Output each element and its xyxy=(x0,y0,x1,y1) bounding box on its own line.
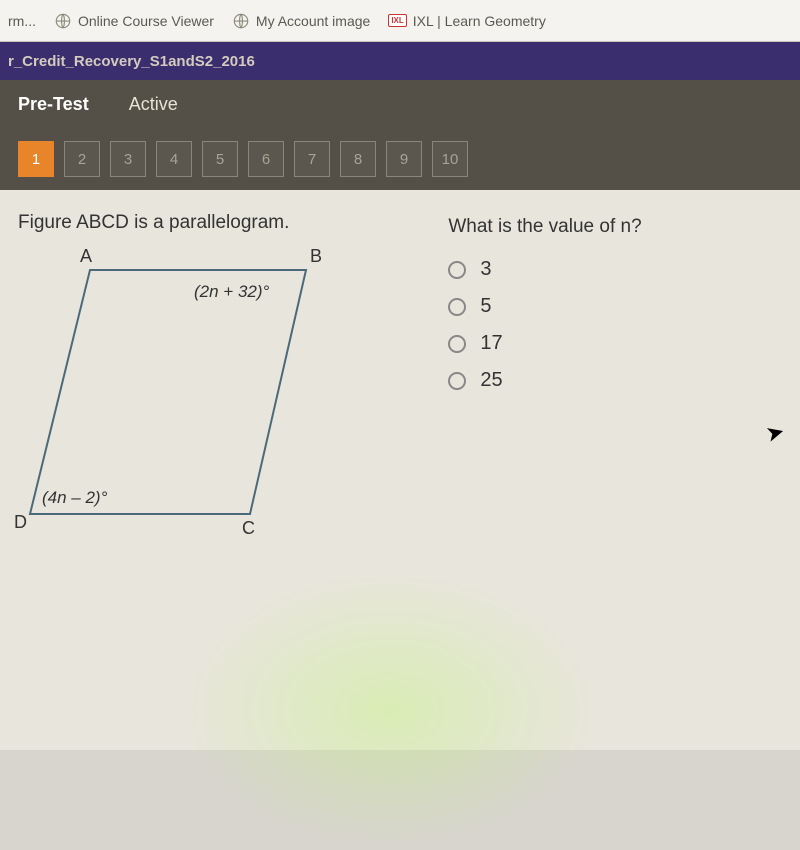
radio-icon xyxy=(448,261,466,279)
tab-bar: r_Credit_Recovery_S1andS2_2016 xyxy=(0,42,800,80)
bookmark-label: Online Course Viewer xyxy=(78,13,214,29)
question-number-button[interactable]: 7 xyxy=(294,141,330,177)
question-number-button[interactable]: 1 xyxy=(18,141,54,177)
bookmark-item[interactable]: My Account image xyxy=(232,12,370,30)
vertex-b-label: B xyxy=(310,246,322,267)
parallelogram-diagram: A B C D (2n + 32)° (4n – 2)° xyxy=(18,252,378,592)
vertex-c-label: C xyxy=(242,518,255,539)
question-nav: 1 2 3 4 5 6 7 8 9 10 xyxy=(0,128,800,190)
tab-title: r_Credit_Recovery_S1andS2_2016 xyxy=(8,53,255,70)
option-radio[interactable]: 17 xyxy=(448,332,782,355)
angle-d-label: (4n – 2)° xyxy=(42,488,107,508)
globe-icon xyxy=(54,12,72,30)
question-number-button[interactable]: 3 xyxy=(110,141,146,177)
globe-icon xyxy=(232,12,250,30)
option-radio[interactable]: 25 xyxy=(448,369,782,392)
vertex-a-label: A xyxy=(80,246,92,267)
problem-column: Figure ABCD is a parallelogram. A B C D … xyxy=(18,212,418,728)
question-number-button[interactable]: 4 xyxy=(156,141,192,177)
radio-icon xyxy=(448,298,466,316)
radio-icon xyxy=(448,372,466,390)
vertex-d-label: D xyxy=(14,512,27,533)
bookmarks-bar: rm... Online Course Viewer My Account im… xyxy=(0,0,800,42)
option-label: 5 xyxy=(480,295,491,318)
bookmark-label: rm... xyxy=(8,13,36,29)
question-number-button[interactable]: 10 xyxy=(432,141,468,177)
question-text: What is the value of n? xyxy=(448,216,782,238)
bookmark-item[interactable]: rm... xyxy=(8,13,36,29)
option-label: 25 xyxy=(480,369,502,392)
sub-header: Pre-Test Active xyxy=(0,80,800,128)
option-label: 17 xyxy=(480,332,502,355)
problem-statement: Figure ABCD is a parallelogram. xyxy=(18,212,418,234)
angle-b-label: (2n + 32)° xyxy=(194,282,269,302)
bookmark-item[interactable]: Online Course Viewer xyxy=(54,12,214,30)
question-number-button[interactable]: 5 xyxy=(202,141,238,177)
option-radio[interactable]: 3 xyxy=(448,258,782,281)
bookmark-label: IXL | Learn Geometry xyxy=(413,13,546,29)
ixl-icon: IXL xyxy=(388,14,406,27)
option-radio[interactable]: 5 xyxy=(448,295,782,318)
question-number-button[interactable]: 2 xyxy=(64,141,100,177)
tab-pretest[interactable]: Pre-Test xyxy=(18,94,89,115)
bookmark-label: My Account image xyxy=(256,13,370,29)
question-number-button[interactable]: 8 xyxy=(340,141,376,177)
option-label: 3 xyxy=(480,258,491,281)
bookmark-item[interactable]: IXL IXL | Learn Geometry xyxy=(388,13,546,29)
question-number-button[interactable]: 9 xyxy=(386,141,422,177)
answer-column: What is the value of n? 3 5 17 25 xyxy=(418,212,782,728)
radio-icon xyxy=(448,335,466,353)
content-area: Figure ABCD is a parallelogram. A B C D … xyxy=(0,190,800,750)
tab-active[interactable]: Active xyxy=(129,94,178,115)
options-group: 3 5 17 25 xyxy=(448,258,782,392)
question-number-button[interactable]: 6 xyxy=(248,141,284,177)
